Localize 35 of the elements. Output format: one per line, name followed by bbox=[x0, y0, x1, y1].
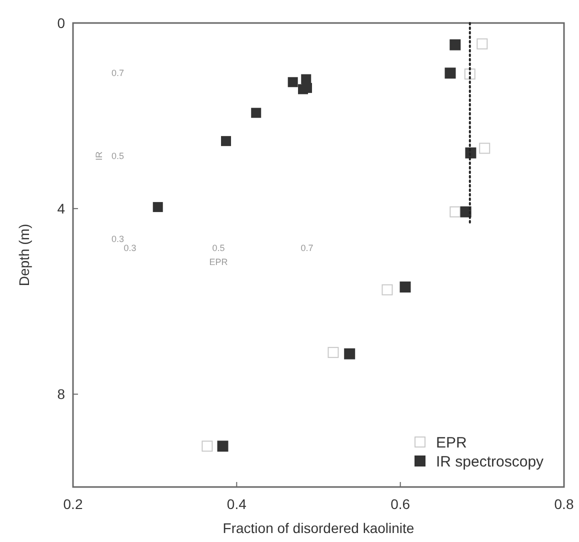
y-tick-label: 4 bbox=[57, 200, 66, 216]
legend-label: EPR bbox=[436, 434, 468, 452]
point bbox=[400, 282, 411, 293]
point bbox=[476, 38, 488, 50]
y-axis-title: IR bbox=[94, 151, 104, 160]
point bbox=[221, 136, 232, 146]
y-tick-label: 0.5 bbox=[111, 151, 124, 162]
x-tick-label: 0.2 bbox=[63, 496, 83, 512]
point bbox=[479, 142, 490, 154]
point bbox=[444, 68, 456, 79]
point bbox=[450, 206, 461, 218]
legend-label: IR spectroscopy bbox=[436, 453, 544, 470]
point bbox=[288, 77, 298, 88]
x-axis-title: EPR bbox=[209, 257, 228, 267]
point bbox=[382, 284, 393, 296]
y-axis-title: Depth (m) bbox=[16, 224, 32, 286]
y-tick-label: 8 bbox=[57, 386, 66, 402]
y-tick-label: 0.3 bbox=[111, 234, 124, 244]
point bbox=[251, 108, 262, 118]
point bbox=[152, 202, 163, 212]
x-tick-label: 0.5 bbox=[212, 243, 225, 253]
x-axis-title: Fraction of disordered kaolinite bbox=[222, 520, 414, 536]
point bbox=[450, 39, 461, 50]
x-tick-label: 0.7 bbox=[300, 243, 314, 253]
x-tick-label: 0.8 bbox=[554, 496, 574, 512]
point bbox=[217, 440, 228, 452]
point bbox=[344, 348, 356, 360]
point bbox=[328, 346, 339, 358]
x-tick-label: 0.6 bbox=[390, 496, 410, 512]
y-tick-label: 0 bbox=[57, 14, 66, 31]
y-tick-label: 0.7 bbox=[111, 68, 124, 78]
point bbox=[202, 440, 213, 452]
x-tick-label: 0.4 bbox=[226, 496, 247, 512]
x-tick-label: 0.3 bbox=[124, 243, 136, 253]
point bbox=[301, 74, 312, 84]
